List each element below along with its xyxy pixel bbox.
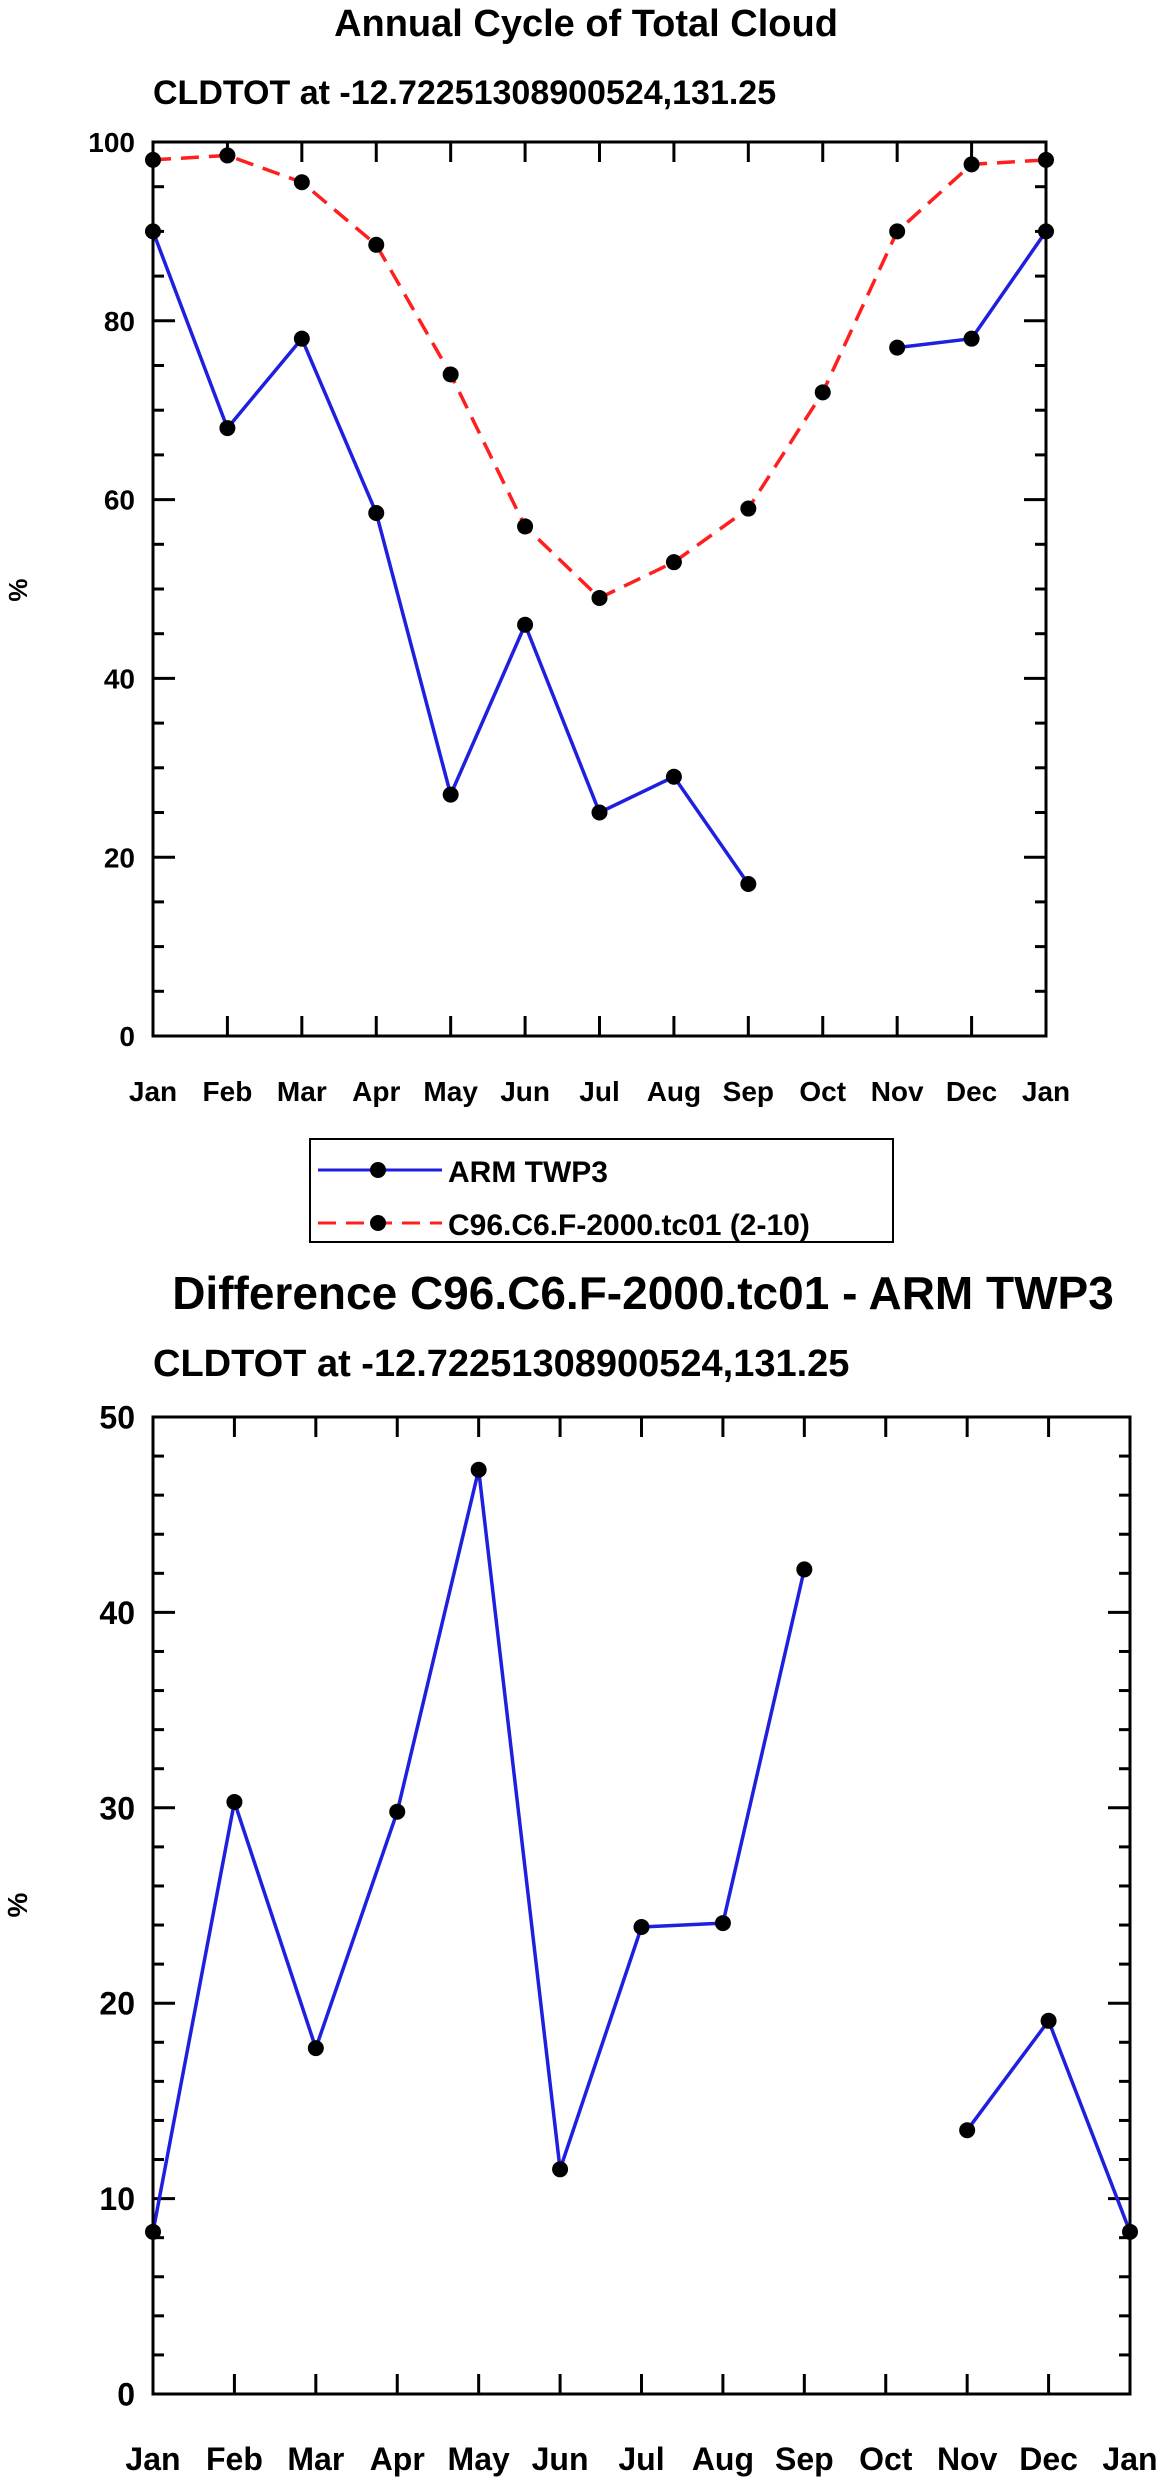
chart2-title: Difference C96.C6.F-2000.tc01 - ARM TWP3 [172,1267,1114,1319]
series-line-obs [151,230,750,886]
chart1-y-axis-label: % [3,578,33,601]
chart1-plot-frame [151,140,1048,1038]
data-point [740,876,757,893]
x-tick-label: Jun [532,2441,589,2477]
chart2-y-axis-label: % [2,1892,33,1917]
data-point [226,1793,243,1810]
x-tick-label: Feb [203,1076,253,1107]
chart2-plot-frame [151,1415,1132,2396]
x-tick-label: Mar [277,1076,327,1107]
y-tick-label: 100 [88,127,135,158]
x-tick-label: Jun [500,1076,550,1107]
data-point [714,1915,731,1932]
data-point [796,1561,813,1578]
x-tick-label: May [423,1076,478,1107]
x-tick-label: Oct [799,1076,846,1107]
chart2-subtitle: CLDTOT at -12.72251308900524,131.25 [153,1343,849,1385]
series-line-obs [896,230,1048,350]
data-point [307,2040,324,2057]
legend-model-label: C96.C6.F-2000.tc01 (2-10) [448,1209,810,1242]
y-tick-label: 0 [117,2377,135,2413]
legend-obs-marker [370,1162,386,1178]
data-point [889,339,906,356]
x-tick-label: Mar [287,2441,344,2477]
data-point [293,174,310,191]
chart1-title: Annual Cycle of Total Cloud [334,3,838,45]
x-tick-label: Jan [125,2441,180,2477]
y-tick-label: 40 [104,663,135,694]
x-tick-label: Dec [946,1076,997,1107]
legend-obs-label: ARM TWP3 [448,1156,608,1189]
series-line-obs [965,2019,1132,2233]
data-point [470,1461,487,1478]
data-point [889,223,906,240]
x-tick-label: Jul [579,1076,619,1107]
x-tick-label: Jan [129,1076,177,1107]
y-tick-label: 80 [104,306,135,337]
data-point [219,147,236,164]
x-tick-label: Aug [647,1076,701,1107]
x-tick-label: Apr [370,2441,425,2477]
data-point [219,420,236,437]
data-point [591,589,608,606]
data-point [959,2122,976,2139]
chart1-legend: ARM TWP3 C96.C6.F-2000.tc01 (2-10) [309,1138,894,1243]
data-point [517,616,534,633]
cloud-annual-cycle-chart: Annual Cycle of Total Cloud CLDTOT at -1… [3,3,1070,1107]
x-tick-label: Oct [859,2441,913,2477]
x-tick-label: Apr [352,1076,400,1107]
data-point [665,768,682,785]
y-tick-label: 10 [99,2181,135,2217]
x-tick-label: Jan [1022,1076,1070,1107]
x-tick-label: Nov [937,2441,998,2477]
legend-box [309,1138,894,1243]
chart1-subtitle: CLDTOT at -12.72251308900524,131.25 [153,74,776,112]
data-point [814,384,831,401]
x-tick-label: Sep [775,2441,834,2477]
x-tick-label: Nov [871,1076,924,1107]
data-point [552,2161,569,2178]
data-point [442,786,459,803]
data-point [740,500,757,517]
data-point [368,505,385,522]
legend-model-marker [370,1215,386,1231]
series-line-model [152,153,1047,600]
data-point [963,156,980,173]
y-tick-label: 20 [104,842,135,873]
y-tick-label: 20 [99,1986,135,2022]
y-tick-label: 50 [99,1400,135,1436]
data-point [293,330,310,347]
x-tick-label: Feb [206,2441,263,2477]
x-tick-label: Dec [1019,2441,1078,2477]
y-tick-label: 0 [119,1021,135,1052]
cloud-difference-chart: Difference C96.C6.F-2000.tc01 - ARM TWP3… [2,1267,1158,2477]
data-point [368,236,385,253]
x-tick-label: Sep [723,1076,774,1107]
data-point [389,1803,406,1820]
y-tick-label: 40 [99,1595,135,1631]
y-tick-label: 30 [99,1790,135,1826]
data-point [633,1918,650,1935]
x-tick-label: May [448,2441,510,2477]
x-tick-label: Jul [618,2441,664,2477]
data-point [517,518,534,535]
data-point [665,554,682,571]
x-tick-label: Jan [1102,2441,1157,2477]
series-line-obs [151,1468,807,2233]
data-point [963,330,980,347]
x-tick-label: Aug [692,2441,754,2477]
y-tick-label: 60 [104,485,135,516]
data-point [442,366,459,383]
data-point [1040,2012,1057,2029]
data-point [591,804,608,821]
